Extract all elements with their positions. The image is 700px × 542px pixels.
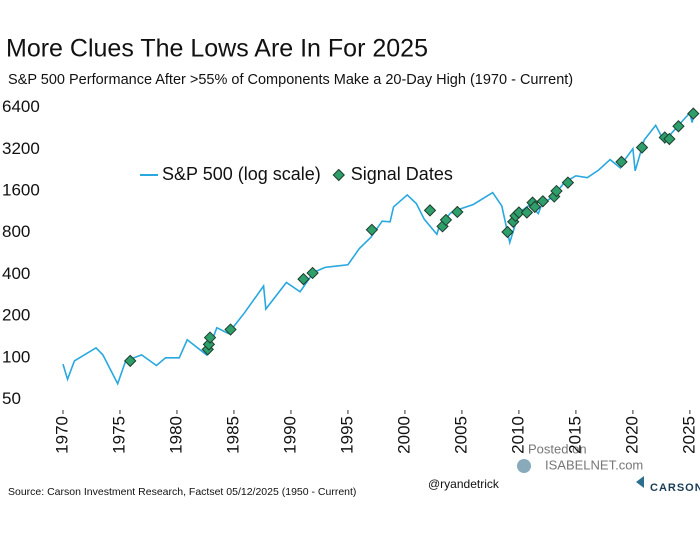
signal-marker <box>365 223 379 237</box>
signal-marker <box>687 107 700 120</box>
sp500-line <box>62 111 695 386</box>
logo: CARSON <box>650 482 700 494</box>
signal-marker <box>439 213 453 227</box>
legend-marker <box>332 168 345 182</box>
watermark-icon <box>517 459 531 473</box>
x-tick-label: 1980 <box>166 416 185 454</box>
signal-marker <box>561 176 575 189</box>
y-tick-label: 6400 <box>2 97 40 116</box>
signal-marker <box>451 205 464 219</box>
x-tick-label: 1970 <box>52 416 71 454</box>
y-tick-label: 50 <box>2 389 21 408</box>
x-tick-label: 1990 <box>280 416 299 454</box>
signal-marker <box>550 184 563 198</box>
x-tick-label: 2025 <box>679 416 698 454</box>
legend-label: Signal Dates <box>351 164 453 184</box>
x-tick-label: 2015 <box>565 416 584 454</box>
signal-marker <box>672 120 685 133</box>
watermark: ISABELNET.com <box>545 457 643 472</box>
x-tick-label: 1985 <box>223 416 242 454</box>
y-tick-label: 3200 <box>2 139 40 158</box>
chart-title: More Clues The Lows Are In For 2025 <box>6 35 428 63</box>
chart-subtitle: S&P 500 Performance After >55% of Compon… <box>8 72 573 88</box>
handle: @ryandetrick <box>428 477 500 491</box>
signal-marker <box>306 266 319 280</box>
signal-marker <box>203 331 217 344</box>
signal-marker <box>528 200 542 214</box>
y-tick-label: 800 <box>2 222 30 241</box>
y-tick-label: 100 <box>2 347 30 366</box>
x-tick-label: 2005 <box>451 416 470 454</box>
signal-marker <box>224 323 237 336</box>
y-tick-label: 400 <box>2 264 30 283</box>
x-tick-label: 1995 <box>337 416 356 454</box>
x-tick-label: 1975 <box>109 416 128 454</box>
y-tick-label: 200 <box>2 306 30 325</box>
signal-marker <box>423 204 437 217</box>
signal-marker <box>297 272 310 286</box>
legend-label: S&P 500 (log scale) <box>162 164 321 184</box>
y-tick-label: 1600 <box>2 181 40 200</box>
x-tick-label: 2010 <box>508 416 527 454</box>
x-tick-label: 2000 <box>394 416 413 454</box>
signal-marker <box>615 155 628 169</box>
signal-marker <box>202 338 216 351</box>
signal-marker <box>124 354 137 368</box>
logo-icon <box>636 476 644 488</box>
signal-marker <box>536 195 550 208</box>
signal-marker <box>663 132 676 146</box>
watermark: Posted on <box>528 441 587 456</box>
source: Source: Carson Investment Research, Fact… <box>8 486 356 498</box>
x-tick-label: 2020 <box>622 416 641 454</box>
signal-marker <box>520 206 534 219</box>
signal-marker <box>501 225 514 239</box>
signal-marker <box>635 141 649 154</box>
